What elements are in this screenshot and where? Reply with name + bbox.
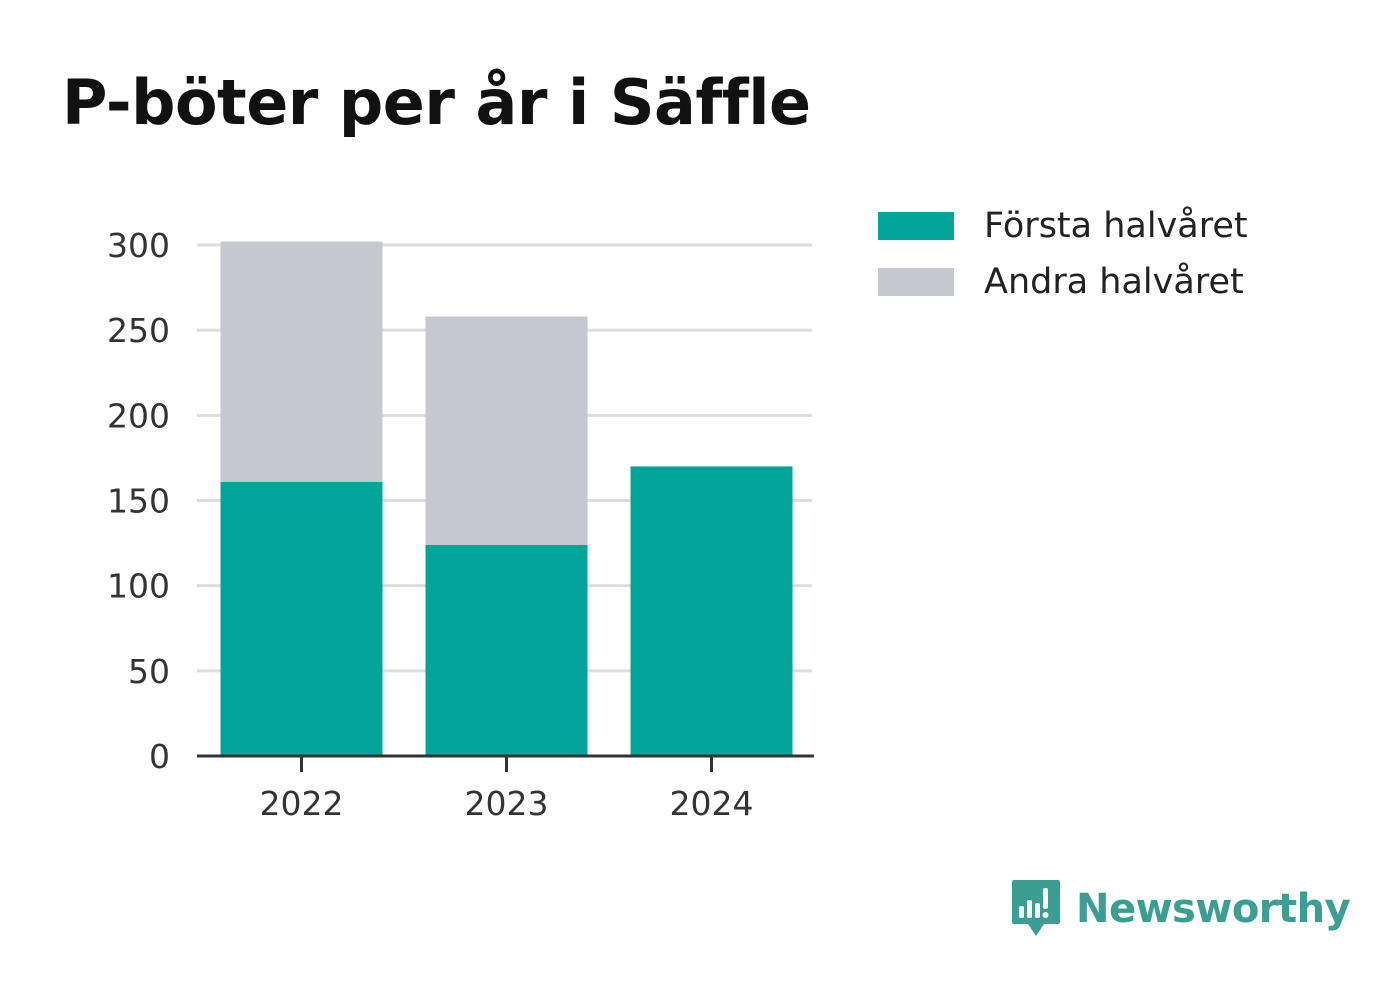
- legend-swatch-andra: [878, 268, 954, 296]
- y-tick-label: 200: [107, 396, 170, 435]
- bar-2023-series-1: [425, 316, 588, 545]
- legend-swatch-forsta: [878, 212, 954, 240]
- y-tick-label: 150: [107, 482, 170, 521]
- brand: Newsworthy: [1010, 878, 1351, 940]
- legend: Första halvåret Andra halvåret: [878, 198, 1248, 310]
- y-tick-label: 0: [149, 737, 170, 776]
- x-axis: 2022 2023 2024: [260, 756, 754, 823]
- legend-label-forsta: Första halvåret: [984, 206, 1248, 246]
- y-tick-label: 100: [107, 567, 170, 606]
- x-tick-label: 2022: [260, 784, 344, 823]
- bar-2023-series-0: [425, 544, 588, 756]
- y-axis: 0 50 100 150 200 250 300: [107, 226, 170, 776]
- bar-2024-series-0: [630, 466, 793, 756]
- bar-2022-series-1: [220, 241, 383, 482]
- legend-label-andra: Andra halvåret: [984, 262, 1244, 302]
- bars: [220, 241, 793, 756]
- y-tick-label: 250: [107, 311, 170, 350]
- newsworthy-logo-icon: [1012, 880, 1060, 936]
- y-tick-label: 300: [107, 226, 170, 265]
- brand-name: Newsworthy: [1076, 886, 1351, 932]
- x-tick-label: 2024: [670, 784, 754, 823]
- bar-2022-series-0: [220, 481, 383, 756]
- x-tick-label: 2023: [465, 784, 549, 823]
- legend-item-forsta: Första halvåret: [878, 198, 1248, 254]
- legend-item-andra: Andra halvåret: [878, 254, 1248, 310]
- chart-title: P-böter per år i Säffle: [62, 66, 811, 139]
- y-tick-label: 50: [128, 652, 170, 691]
